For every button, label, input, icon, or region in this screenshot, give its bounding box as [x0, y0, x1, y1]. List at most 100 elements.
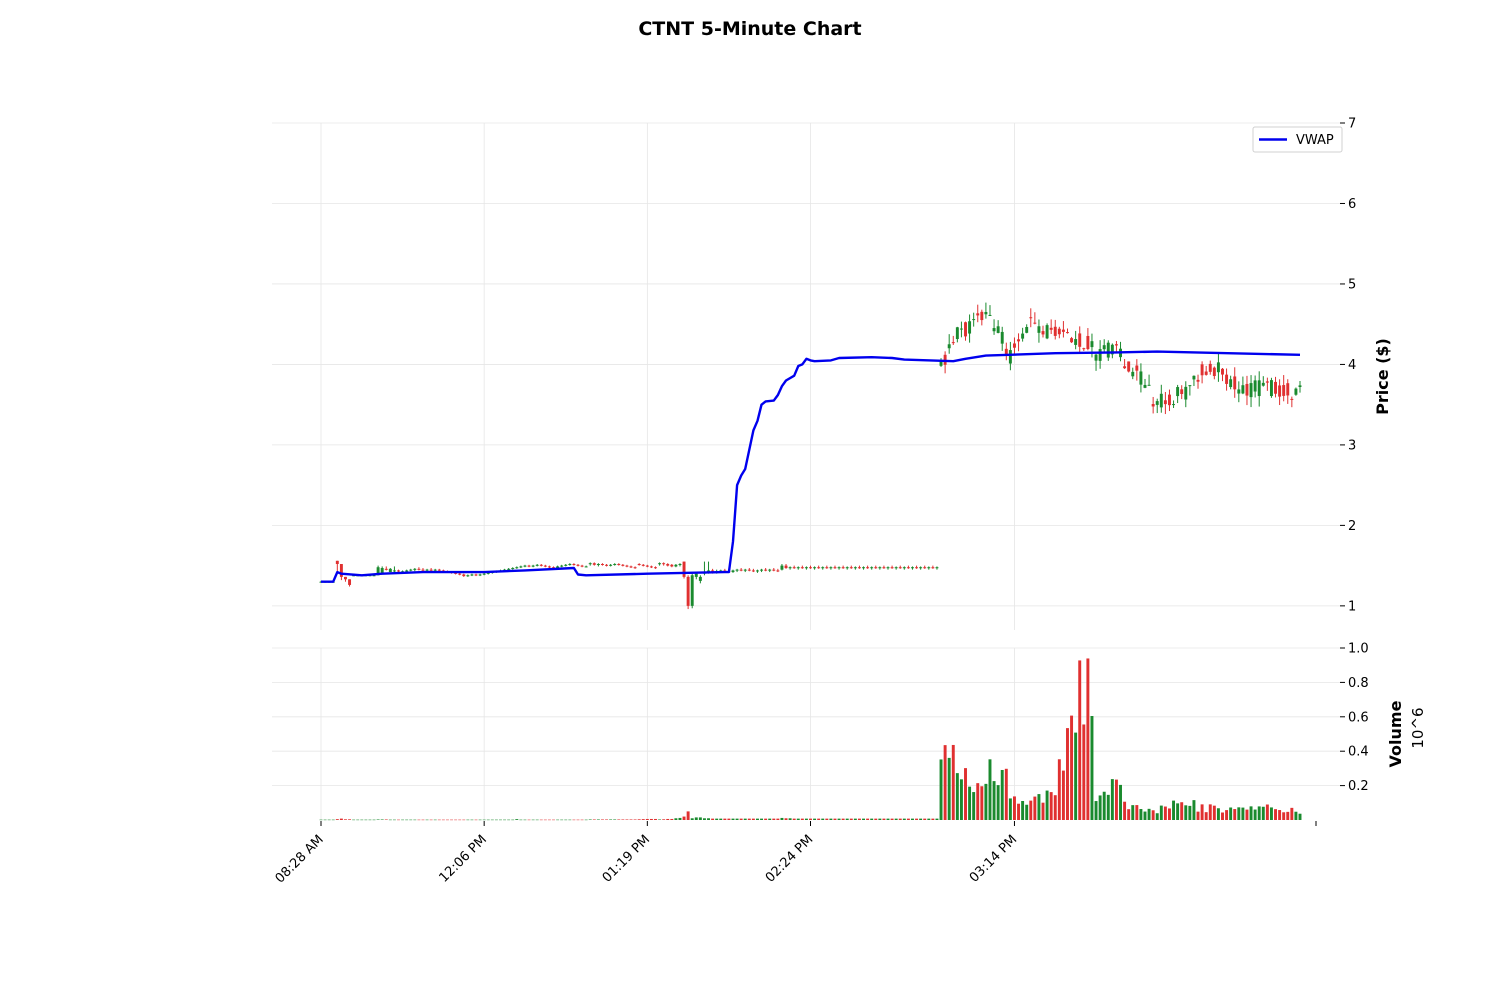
candle-body — [609, 564, 613, 566]
volume-bar — [890, 818, 894, 820]
candle-body — [882, 567, 886, 569]
volume-bar — [417, 819, 421, 821]
volume-bar — [1204, 812, 1208, 820]
volume-bar — [931, 818, 935, 820]
volume-bar — [1102, 791, 1106, 820]
candle-body — [556, 566, 560, 569]
candle-body — [1200, 364, 1204, 376]
candle-body — [576, 564, 580, 566]
volume-bar — [1123, 801, 1127, 820]
candle-body — [682, 561, 686, 577]
candle-body — [417, 568, 421, 570]
time-tick-label: 08:28 AM — [273, 832, 327, 886]
candle-body — [531, 565, 535, 567]
volume-bar — [1061, 770, 1065, 820]
volume-bar — [784, 818, 788, 820]
volume-bar — [911, 818, 914, 820]
volume-bar — [772, 818, 776, 820]
volume-bar — [959, 779, 963, 820]
candle-body — [397, 570, 400, 572]
candle-body — [535, 564, 539, 566]
volume-bar — [1184, 805, 1188, 820]
vwap-line — [321, 350, 1301, 583]
volume-bar — [1045, 790, 1049, 820]
candle-body — [454, 572, 458, 574]
candle-body — [1278, 385, 1282, 397]
volume-bar — [747, 818, 751, 820]
candle-body — [523, 565, 527, 567]
candle-body — [1057, 328, 1061, 335]
volume-bar — [1257, 806, 1261, 820]
candle-body — [462, 574, 466, 577]
candle-body — [1017, 339, 1021, 342]
candle-body — [344, 576, 347, 580]
candle-body — [935, 567, 939, 569]
candle-body — [511, 568, 515, 570]
volume-bar — [596, 819, 600, 820]
volume-bar — [494, 819, 498, 821]
candle-body — [1241, 385, 1245, 394]
volume-bar — [356, 819, 360, 821]
candle-body — [613, 564, 617, 566]
candle-body — [1286, 383, 1290, 396]
volume-bar — [503, 819, 507, 821]
volume-bar — [339, 818, 343, 820]
price-tick-label: 2 — [1348, 519, 1356, 534]
candle-body — [1008, 350, 1012, 364]
candle-body — [474, 574, 478, 576]
volume-bar — [694, 817, 698, 820]
candle-body — [784, 565, 788, 569]
volume-bar — [441, 819, 445, 821]
volume-bar — [935, 818, 939, 820]
candle-body — [756, 570, 759, 572]
candle-body — [788, 567, 792, 569]
volume-bar — [600, 819, 604, 820]
volume-bar — [906, 818, 910, 820]
candle-body — [515, 567, 519, 569]
candle-body — [1012, 343, 1016, 348]
candle-body — [335, 560, 339, 565]
candle-body — [658, 563, 662, 565]
volume-bar — [1278, 810, 1282, 820]
volume-bar — [1008, 798, 1012, 820]
candle-body — [968, 321, 972, 334]
volume-bar — [804, 818, 808, 820]
candle-body — [674, 564, 678, 567]
volume-bar — [1245, 809, 1249, 820]
volume-bar — [1172, 800, 1176, 820]
volume-bar — [1286, 811, 1290, 820]
volume-bar — [1163, 806, 1167, 820]
candle-body — [1045, 325, 1049, 339]
candle-body — [543, 565, 547, 567]
volume-bar — [1139, 809, 1143, 820]
volume-bar — [388, 819, 392, 821]
volume-bar — [711, 818, 715, 820]
candle-body — [1167, 394, 1171, 406]
volume-bar — [360, 819, 364, 821]
candle-body — [621, 564, 625, 566]
volume-bar — [584, 819, 588, 821]
volume-bar — [984, 783, 988, 820]
candle-body — [980, 311, 984, 321]
candle-body — [1037, 326, 1041, 333]
candle-body — [845, 567, 849, 569]
candle-body — [764, 569, 768, 571]
candle-body — [829, 567, 833, 569]
volume-bar — [1208, 804, 1212, 820]
candle-body — [1147, 384, 1151, 386]
volume-bar — [588, 819, 592, 820]
volume-bar — [1029, 800, 1033, 820]
volume-bar — [886, 818, 890, 820]
volume-bar — [1216, 808, 1220, 820]
candle-body — [1004, 348, 1008, 356]
volume-bar — [1049, 792, 1053, 820]
volume-axis-label: Volume — [1386, 700, 1405, 767]
volume-bar — [919, 818, 923, 820]
volume-bar — [943, 745, 947, 820]
volume-bar — [560, 819, 564, 821]
candle-body — [776, 570, 780, 572]
candle-body — [841, 567, 845, 569]
volume-bar — [1229, 807, 1233, 820]
volume-bar — [1021, 800, 1025, 820]
volume-bar — [1176, 803, 1180, 820]
